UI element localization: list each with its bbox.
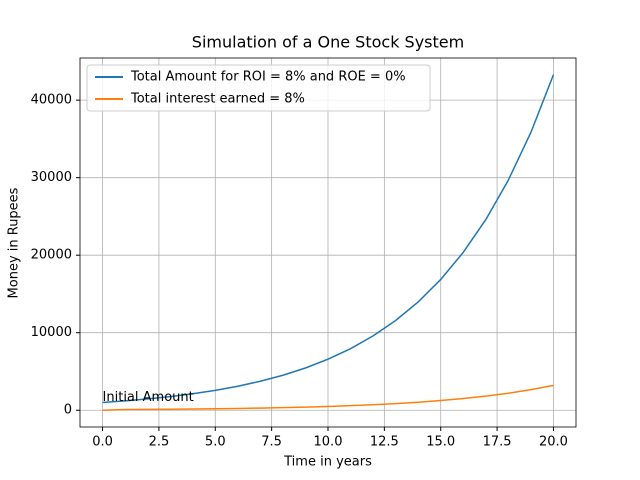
x-tick-label: 0.0 xyxy=(92,435,113,450)
x-tick-label: 20.0 xyxy=(539,435,568,450)
chart-title: Simulation of a One Stock System xyxy=(192,33,464,52)
y-tick-label: 0 xyxy=(64,403,72,418)
x-tick-label: 5.0 xyxy=(205,435,226,450)
line xyxy=(102,384,554,411)
legend-label: Total Amount for ROI = 8% and ROE = 0% xyxy=(130,70,406,85)
x-tick-label: 10.0 xyxy=(314,435,343,450)
annotation: Initial Amount xyxy=(103,390,194,405)
y-tick-label: 30000 xyxy=(31,170,72,185)
axes-frame xyxy=(79,57,577,428)
x-axis-label: Time in years xyxy=(283,455,372,470)
x-tick-label: 17.5 xyxy=(483,435,512,450)
x-tick-label: 7.5 xyxy=(261,435,282,450)
legend-box xyxy=(86,64,431,112)
y-tick-label: 10000 xyxy=(31,325,72,340)
legend-label: Total interest earned = 8% xyxy=(130,92,305,107)
y-axis-label: Money in Rupees xyxy=(7,187,22,298)
y-tick-label: 40000 xyxy=(31,93,72,108)
x-tick-label: 12.5 xyxy=(370,435,399,450)
line xyxy=(102,74,555,404)
x-tick-label: 2.5 xyxy=(149,435,170,450)
x-tick-label: 15.0 xyxy=(426,435,455,450)
y-tick-label: 20000 xyxy=(31,248,72,263)
